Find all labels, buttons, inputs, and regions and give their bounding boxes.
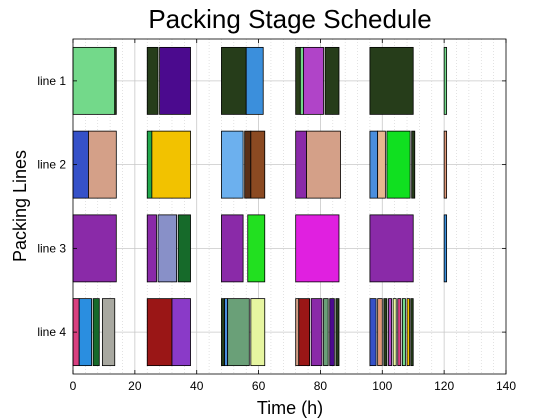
y-tick-label: line 1 <box>37 74 66 88</box>
task-bar <box>101 298 116 367</box>
task-bar <box>410 298 414 367</box>
task-bar <box>369 298 377 367</box>
task-bar <box>221 46 247 115</box>
task-bar <box>250 298 266 367</box>
task-bar <box>221 130 244 199</box>
x-tick-label: 40 <box>190 379 204 393</box>
task-bar <box>310 298 323 367</box>
task-bar <box>221 298 225 367</box>
task-bar <box>324 46 340 115</box>
task-bar <box>295 130 307 199</box>
task-bar <box>323 298 329 367</box>
task-bar <box>227 298 250 367</box>
task-bar <box>335 298 340 367</box>
task-bar <box>443 46 448 115</box>
y-axis-label: Packing Lines <box>10 150 30 262</box>
task-bar <box>397 298 402 367</box>
x-tick-label: 80 <box>314 379 328 393</box>
task-bar <box>369 130 379 199</box>
task-bar <box>303 46 324 115</box>
y-tick-label: line 4 <box>37 325 66 339</box>
task-bar <box>146 214 157 283</box>
plot-frame <box>72 38 507 375</box>
task-bar <box>92 298 100 367</box>
x-tick-label: 0 <box>70 379 77 393</box>
task-bar <box>377 130 386 199</box>
task-bar <box>295 46 301 115</box>
task-bar <box>295 214 340 283</box>
task-bar <box>159 46 191 115</box>
task-bar <box>377 298 383 367</box>
x-tick-label: 100 <box>372 379 392 393</box>
task-bar <box>250 130 266 199</box>
chart-title: Packing Stage Schedule <box>148 4 431 34</box>
task-bar <box>443 130 448 199</box>
task-bar <box>299 46 304 115</box>
task-bar <box>88 130 117 199</box>
task-bar <box>146 298 173 367</box>
task-bar <box>221 214 244 283</box>
task-bar <box>78 298 92 367</box>
task-bar <box>386 130 411 199</box>
task-bar <box>406 298 410 367</box>
plot-background <box>73 39 506 374</box>
task-bar <box>329 298 335 367</box>
task-bar <box>151 130 191 199</box>
task-bar <box>171 298 191 367</box>
task-bar <box>383 298 388 367</box>
task-bar <box>245 46 264 115</box>
task-bar <box>443 214 448 283</box>
task-bar <box>177 214 191 283</box>
task-bar <box>247 214 266 283</box>
x-tick-label: 120 <box>434 379 454 393</box>
task-bar <box>411 130 416 199</box>
x-tick-label: 140 <box>496 379 516 393</box>
task-bar <box>244 130 252 199</box>
task-bar <box>369 46 414 115</box>
plot-area: 0 20 40 60 80 100 120 140 line 1 line 2 line 3 line… <box>37 38 516 393</box>
task-bar <box>224 298 229 367</box>
task-bar <box>369 214 414 283</box>
task-bar <box>157 214 178 283</box>
y-tick-label: line 3 <box>37 241 66 255</box>
task-bar <box>114 46 117 115</box>
task-bar <box>72 214 117 283</box>
x-tick-label: 20 <box>128 379 142 393</box>
y-tick-label: line 2 <box>37 158 66 172</box>
task-bar <box>146 130 153 199</box>
task-bar <box>392 298 397 367</box>
task-bar <box>388 298 392 367</box>
task-bar <box>298 298 311 367</box>
task-bar <box>295 298 300 367</box>
x-tick-label: 60 <box>252 379 266 393</box>
x-axis-label: Time (h) <box>257 398 323 418</box>
task-bar <box>146 46 159 115</box>
task-bar <box>72 46 116 115</box>
task-bar <box>401 298 406 367</box>
task-bar <box>306 130 341 199</box>
